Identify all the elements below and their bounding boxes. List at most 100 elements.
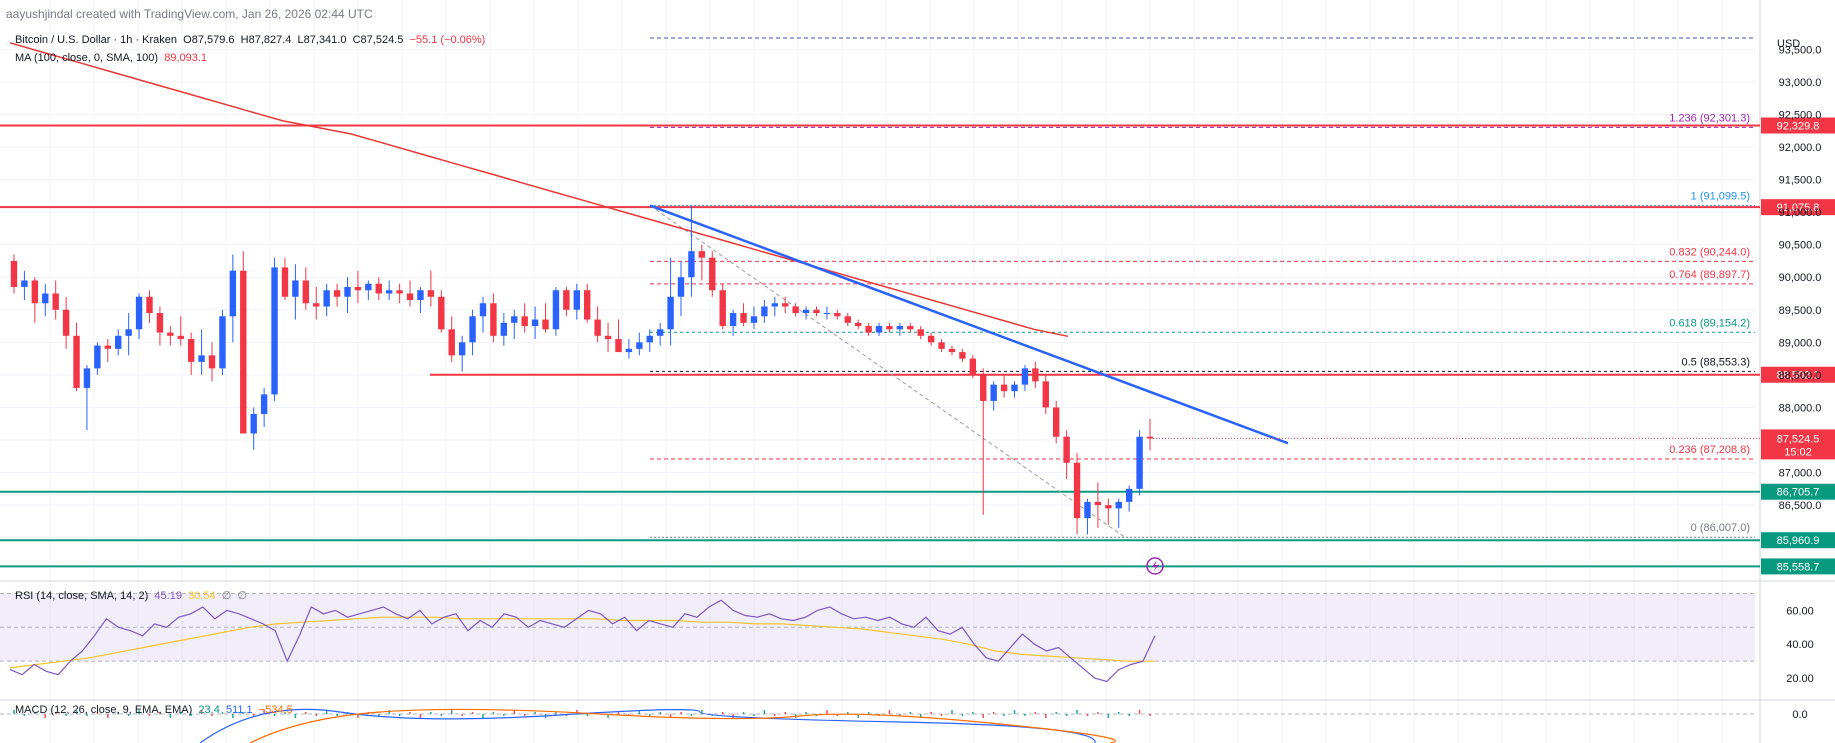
candle [646,329,653,353]
candle-body [21,280,28,287]
candle-body [1105,505,1112,509]
level-tag [1761,483,1835,500]
candle-body [52,293,59,310]
candle [313,286,320,320]
candle [198,329,205,375]
candle-body [365,283,372,291]
rsi-ma-line [9,616,1155,669]
candle [990,381,997,411]
candle [813,306,820,317]
candle [1073,453,1081,535]
price-axis: 93,500.0 93,000.0 92,500.0 92,000.0 91,500.0… [1146,44,1835,575]
candle [1146,418,1154,451]
level-tag [1761,558,1835,575]
candle-body [427,290,435,297]
candle-body [1125,488,1133,502]
candle-body [542,319,549,330]
candle [31,277,39,323]
countdown-timer: 15:02 [1784,446,1812,458]
candle-body [385,290,393,294]
macd-legend[interactable]: MACD (12, 26, close, 9, EMA, EMA) 23.4 5… [15,704,293,716]
lightning-icon [1146,557,1164,575]
candle [490,293,497,343]
candle [1063,430,1070,480]
fibonacci-retracement: 1.236 (92,301.3) 1 (91,099.5) 0.832 (90,24… [649,37,1755,538]
price-tick-label: 91,000.0 [1779,207,1822,219]
level-tag [1761,532,1835,549]
candle-body [396,290,403,294]
candle-body [615,339,622,353]
candle-body [354,286,362,291]
candle-body [323,290,330,307]
fib-label: 0.618 (89,154.2) [1669,317,1750,329]
candle-body [1084,501,1091,519]
candle-body [177,335,184,340]
candle-body [458,342,466,356]
price-tick-label: 93,000.0 [1779,77,1822,89]
candle [1000,374,1008,398]
rsi-pane: 60.00 40.00 20.00 [0,592,1814,685]
candle-body [219,316,226,369]
rsi-legend[interactable]: RSI (14, close, SMA, 14, 2) 45.19 30.54 … [15,589,247,602]
candle [927,332,935,346]
candle [563,286,570,317]
candle-body [677,277,685,297]
candle-body [990,384,997,401]
rsi-value: 45.19 [154,590,182,602]
rsi-ma-value: 30.54 [188,590,216,602]
fib-label: 0.832 (90,244.0) [1669,246,1750,258]
candle [980,368,987,515]
candle-body [42,293,49,304]
candle-body [563,290,570,310]
fib-label: 0.236 (87,208.8) [1669,444,1750,456]
ma-legend[interactable]: MA (100, close, 0, SMA, 100) 89,093.1 [15,52,207,64]
candle [281,257,289,300]
candle-body [521,316,528,327]
candle [948,345,956,356]
fib-label: 1 (91,099.5) [1691,191,1750,203]
candle-body [333,290,341,297]
candle [271,257,278,401]
candle [875,322,883,336]
candle [802,306,810,320]
candle-body [406,293,414,300]
candle-body [656,329,664,336]
candle [323,283,330,317]
rsi-upper-band: ∅ [221,590,232,602]
candle [250,407,257,450]
candle [854,319,862,330]
macd-tick-label: 0.0 [1792,709,1807,721]
candle-body [229,270,237,317]
rsi-label: RSI (14, close, SMA, 14, 2) [15,590,149,602]
price-tick-label: 86,500.0 [1779,500,1822,512]
price-tick-label: 89,000.0 [1779,337,1822,349]
candle [104,339,111,362]
candle-body [646,335,653,343]
candle-body [73,335,80,388]
candle-body [94,345,101,369]
candle [94,342,101,375]
candle-body [594,319,601,336]
candle-body [62,309,70,336]
candle-body [31,280,39,304]
currency-label[interactable]: USD [1777,38,1801,50]
candle [458,335,466,372]
candle-body [417,290,424,300]
fib-label: 0.764 (89,897.7) [1669,269,1750,281]
candle-body [1042,381,1049,408]
candle-body [1115,501,1122,509]
candle-body [302,280,310,304]
candle-body [688,251,695,278]
candle [907,322,914,333]
candle-body [479,303,487,317]
candle-body [313,303,320,307]
candle [42,283,49,317]
symbol-title[interactable]: Bitcoin / U.S. Dollar · 1h · Kraken [15,34,178,46]
candle-body [802,309,810,314]
candle [792,303,799,317]
candle [729,309,737,336]
candle [1084,498,1091,535]
candle-body [938,342,945,349]
candle [969,355,977,379]
